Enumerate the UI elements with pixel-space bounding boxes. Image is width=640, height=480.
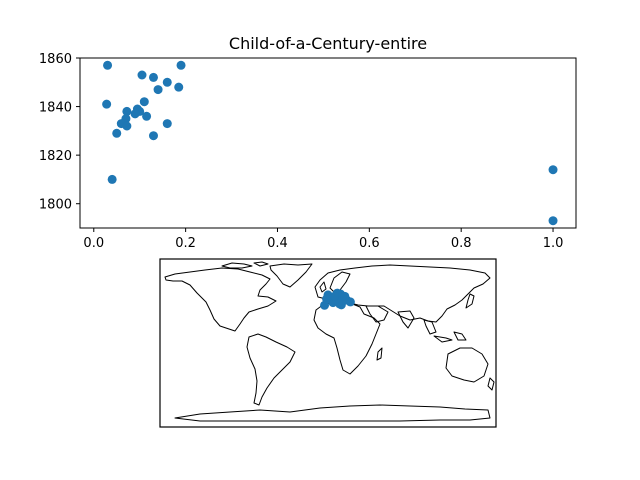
map-point bbox=[330, 291, 340, 301]
scatter-point bbox=[148, 72, 158, 82]
scatter-axes-frame bbox=[79, 57, 577, 229]
y-tick-label: 1800 bbox=[39, 198, 72, 213]
coastline-new-zealand bbox=[487, 377, 495, 391]
scatter-point bbox=[137, 70, 147, 80]
scatter-point bbox=[548, 216, 558, 226]
x-tick-label: 0.4 bbox=[267, 236, 288, 251]
coastline-north-america bbox=[164, 267, 277, 332]
scatter-axes: Child-of-a-Century-entire 0.0 0.2 0.4 0.6 0.… bbox=[39, 34, 577, 251]
scatter-point bbox=[142, 111, 152, 121]
map-points bbox=[320, 288, 355, 310]
scatter-point bbox=[153, 85, 163, 95]
map-point bbox=[345, 297, 355, 307]
y-tick-label: 1840 bbox=[39, 101, 72, 116]
y-tick-label: 1860 bbox=[39, 52, 72, 67]
map-point bbox=[340, 291, 350, 301]
scatter-points bbox=[102, 60, 558, 226]
scatter-point bbox=[130, 109, 140, 119]
x-tick-label: 0.6 bbox=[359, 236, 380, 251]
coastline-australia bbox=[445, 347, 489, 383]
scatter-point bbox=[148, 131, 158, 141]
y-axis-ticks: 1800 1820 1840 1860 bbox=[39, 52, 80, 213]
scatter-point bbox=[112, 128, 122, 138]
scatter-point bbox=[122, 121, 132, 131]
map-point bbox=[322, 294, 332, 304]
coastline-antarctica bbox=[174, 404, 491, 422]
x-tick-label: 0.8 bbox=[451, 236, 472, 251]
y-tick-label: 1820 bbox=[39, 149, 72, 164]
coastline-south-america bbox=[246, 333, 296, 406]
scatter-point bbox=[174, 82, 184, 92]
coastline-japan bbox=[465, 293, 475, 309]
x-axis-ticks: 0.0 0.2 0.4 0.6 0.8 1.0 bbox=[83, 228, 563, 251]
scatter-point bbox=[103, 60, 113, 70]
scatter-point bbox=[139, 97, 149, 107]
chart-title: Child-of-a-Century-entire bbox=[229, 34, 427, 53]
scatter-point bbox=[162, 119, 172, 129]
scatter-point bbox=[548, 165, 558, 175]
coastline-british-isles bbox=[319, 281, 327, 293]
scatter-point bbox=[122, 106, 132, 116]
scatter-point bbox=[162, 77, 172, 87]
map-frame bbox=[159, 258, 497, 428]
coastline-arabia bbox=[365, 305, 389, 323]
coastline-arctic-islands bbox=[221, 261, 269, 269]
scatter-point bbox=[102, 99, 112, 109]
coastline-southeast-asia bbox=[423, 319, 467, 343]
coastline-madagascar bbox=[376, 347, 383, 361]
coastline-greenland bbox=[269, 263, 313, 288]
world-map bbox=[159, 258, 497, 428]
x-tick-label: 1.0 bbox=[543, 236, 564, 251]
coastline-india bbox=[397, 310, 415, 329]
x-tick-label: 0.0 bbox=[83, 236, 104, 251]
scatter-point bbox=[107, 174, 117, 184]
x-tick-label: 0.2 bbox=[175, 236, 196, 251]
scatter-point bbox=[176, 60, 186, 70]
